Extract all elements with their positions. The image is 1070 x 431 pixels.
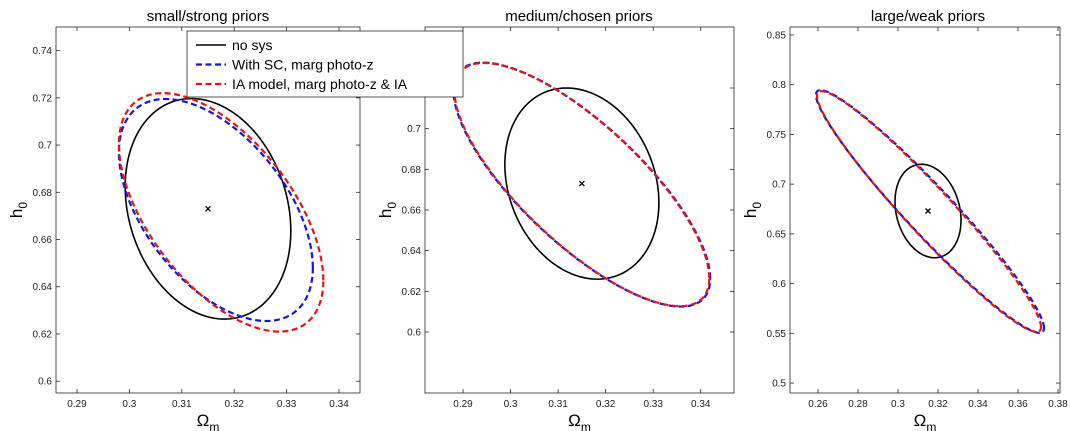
axes-box bbox=[789, 26, 1061, 394]
x-tick-label: 0.31 bbox=[548, 399, 568, 410]
contour-no-sys bbox=[894, 163, 962, 259]
y-tick-label: 0.62 bbox=[33, 329, 53, 340]
x-axis-label-subscript: m bbox=[581, 420, 591, 431]
panel-title: medium/chosen priors bbox=[505, 8, 653, 25]
x-axis-label: Ωm bbox=[197, 411, 220, 431]
x-tick-label: 0.3 bbox=[891, 399, 905, 410]
legend-box bbox=[186, 30, 464, 98]
legend-label-sc: With SC, marg photo-z bbox=[232, 57, 374, 73]
x-tick-label: 0.33 bbox=[277, 399, 297, 410]
y-tick-label: 0.7 bbox=[38, 141, 52, 152]
y-tick-label: 0.6 bbox=[772, 279, 786, 290]
y-tick-label: 0.8 bbox=[772, 80, 786, 91]
contour-sc bbox=[814, 89, 1046, 334]
x-tick-label: 0.32 bbox=[596, 399, 616, 410]
y-tick-label: 0.72 bbox=[33, 93, 53, 104]
x-tick-label: 0.38 bbox=[1048, 399, 1068, 410]
y-tick-label: 0.7 bbox=[772, 180, 786, 191]
x-axis-label-subscript: m bbox=[926, 420, 936, 431]
y-tick-label: 0.5 bbox=[772, 379, 786, 390]
x-tick-label: 0.33 bbox=[643, 399, 663, 410]
y-tick-label: 0.68 bbox=[402, 165, 422, 176]
legend: no sys With SC, marg photo-z IA model, mar… bbox=[186, 30, 464, 98]
x-tick-label: 0.32 bbox=[928, 399, 948, 410]
y-tick-label: 0.7 bbox=[407, 124, 421, 135]
panel-title: large/weak priors bbox=[871, 8, 985, 25]
x-tick-label: 0.36 bbox=[1008, 399, 1028, 410]
y-axis-label-subscript: 0 bbox=[16, 202, 30, 209]
legend-label-ia: IA model, marg photo-z & IA bbox=[232, 76, 408, 92]
y-tick-label: 0.74 bbox=[33, 46, 53, 57]
y-axis-label: h0 bbox=[741, 202, 764, 218]
y-axis-label-subscript: 0 bbox=[750, 202, 764, 209]
x-tick-label: 0.26 bbox=[808, 399, 828, 410]
x-axis-label-subscript: m bbox=[209, 420, 219, 431]
x-tick-label: 0.34 bbox=[968, 399, 988, 410]
x-tick-label: 0.3 bbox=[504, 399, 518, 410]
fiducial-marker bbox=[578, 180, 585, 187]
legend-label-no-sys: no sys bbox=[232, 37, 272, 53]
x-tick-label: 0.29 bbox=[67, 399, 87, 410]
y-tick-label: 0.62 bbox=[402, 287, 422, 298]
x-tick-label: 0.3 bbox=[122, 399, 136, 410]
x-tick-label: 0.34 bbox=[329, 399, 349, 410]
x-tick-label: 0.31 bbox=[172, 399, 192, 410]
y-tick-label: 0.55 bbox=[767, 329, 787, 340]
x-tick-label: 0.32 bbox=[224, 399, 244, 410]
x-tick-label: 0.34 bbox=[691, 399, 711, 410]
contour-ia bbox=[815, 90, 1043, 333]
fiducial-marker bbox=[925, 208, 931, 214]
y-axis-label: h0 bbox=[7, 202, 30, 218]
x-axis-label: Ωm bbox=[914, 411, 937, 431]
x-axis-label: Ωm bbox=[568, 411, 591, 431]
y-axis-label-subscript: 0 bbox=[385, 202, 399, 209]
fiducial-marker bbox=[205, 205, 211, 212]
y-tick-label: 0.6 bbox=[407, 328, 421, 339]
x-tick-label: 0.28 bbox=[848, 399, 868, 410]
y-tick-label: 0.85 bbox=[767, 30, 787, 41]
panel-title: small/strong priors bbox=[147, 8, 270, 25]
y-tick-label: 0.66 bbox=[402, 206, 422, 217]
x-tick-label: 0.29 bbox=[453, 399, 473, 410]
y-tick-label: 0.6 bbox=[38, 377, 52, 388]
y-axis-label: h0 bbox=[376, 202, 399, 218]
panel-2: medium/chosen priors 0.29 0.3 0.31 0.32 0.33 0… bbox=[376, 8, 735, 431]
panel-3: large/weak priors 0.26 0.28 0.3 0.32 0.34 0.36… bbox=[741, 8, 1068, 431]
contour-no-sys bbox=[504, 87, 660, 280]
y-tick-label: 0.75 bbox=[767, 130, 787, 141]
y-tick-label: 0.64 bbox=[33, 282, 53, 293]
y-tick-label: 0.68 bbox=[33, 188, 53, 199]
y-tick-label: 0.66 bbox=[33, 235, 53, 246]
y-tick-label: 0.64 bbox=[402, 246, 422, 257]
axes-box bbox=[424, 26, 735, 394]
y-tick-label: 0.65 bbox=[767, 229, 787, 240]
